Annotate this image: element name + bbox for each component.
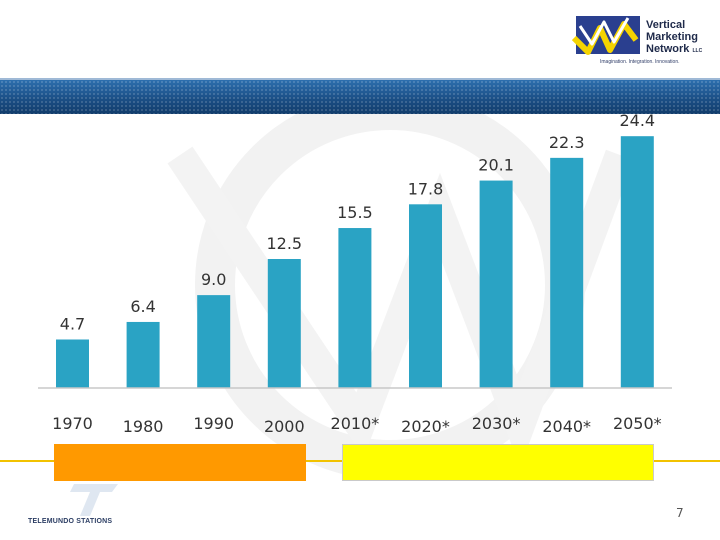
chart-value-labels: 4.7 6.4 9.0 12.5 15.5 17.8 20.1 22.3 24.4 <box>60 111 655 333</box>
category-label: 1970 <box>52 414 93 433</box>
value-label: 6.4 <box>130 297 155 316</box>
value-label: 20.1 <box>478 156 514 175</box>
chart-bars <box>56 136 654 388</box>
telemundo-stations-logo: TELEMUNDO STATIONS <box>28 518 113 525</box>
value-label: 17.8 <box>408 179 444 198</box>
vertical-marketing-network-logo: Vertical Marketing Network LLC Imaginati… <box>570 14 710 70</box>
historical-period-box <box>54 444 306 481</box>
value-label: 4.7 <box>60 314 85 333</box>
bar-1980 <box>126 321 160 388</box>
logo-network-text: Network <box>646 43 690 55</box>
category-label: 1990 <box>193 414 234 433</box>
bar-2040-projected <box>550 157 584 388</box>
bar-2030-projected <box>479 180 513 388</box>
value-label: 24.4 <box>619 111 655 130</box>
logo-text-line3: Network LLC <box>646 43 702 57</box>
category-label: 2000 <box>264 417 305 436</box>
logo-text-line2: Marketing <box>646 31 698 43</box>
projected-period-box <box>342 444 654 481</box>
bar-1990 <box>197 295 231 388</box>
category-label: 2040* <box>542 417 591 436</box>
logo-llc-text: LLC <box>692 48 703 54</box>
logo-text-line1: Vertical <box>646 19 686 31</box>
bar-2000 <box>267 259 301 388</box>
category-label: 2050* <box>613 414 662 433</box>
bar-2050-projected <box>620 136 654 388</box>
category-label: 2010* <box>331 414 380 433</box>
category-label: 2030* <box>472 414 521 433</box>
telemundo-emblem-icon <box>70 484 118 516</box>
category-label: 2020* <box>401 417 450 436</box>
header-band-texture <box>0 80 720 114</box>
bar-2010-projected <box>338 228 372 388</box>
bar-1970 <box>56 339 89 388</box>
logo-tagline: Imagination. Integration. Innovation. <box>600 59 680 65</box>
logo-mark-icon <box>571 16 640 55</box>
value-label: 22.3 <box>549 133 585 152</box>
header-band <box>0 78 720 114</box>
value-label: 12.5 <box>266 234 302 253</box>
bar-2020-projected <box>409 204 442 388</box>
category-label: 1980 <box>123 417 164 436</box>
value-label: 15.5 <box>337 203 373 222</box>
chart-category-labels: 1970 1980 1990 2000 2010* 2020* 2030* 2040* 2050… <box>52 414 662 436</box>
value-label: 9.0 <box>201 270 226 289</box>
page-number: 7 <box>676 506 684 520</box>
